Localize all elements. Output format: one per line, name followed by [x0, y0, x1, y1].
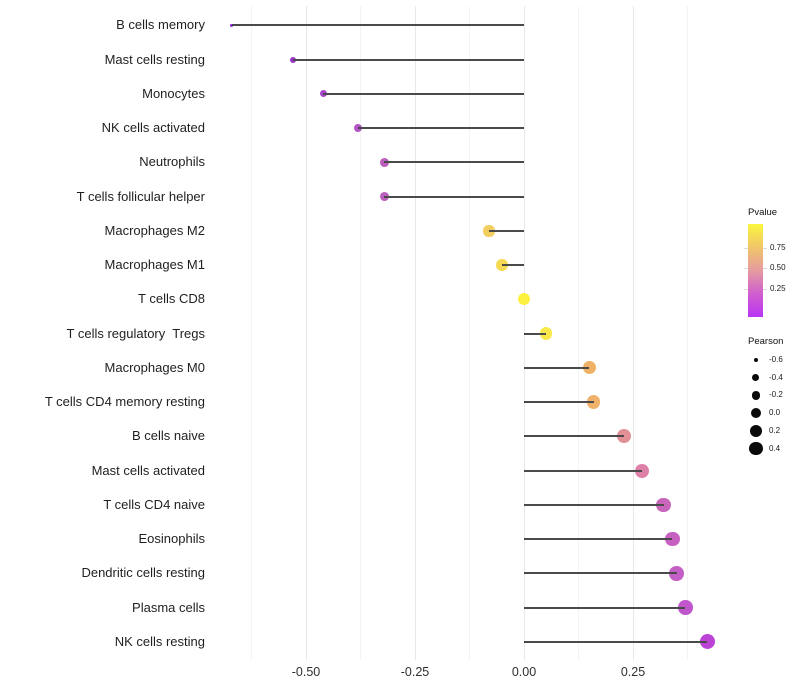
- lollipop-stem: [358, 127, 524, 130]
- pvalue-tick-mark: [744, 247, 748, 249]
- lollipop-stem: [524, 606, 686, 609]
- lollipop-stem: [489, 229, 524, 232]
- lollipop-stem: [502, 264, 524, 267]
- gridline-minor: [687, 6, 688, 660]
- gridline-major: [632, 6, 634, 660]
- lollipop-dot: [354, 124, 363, 133]
- pvalue-tick-mark: [763, 268, 767, 270]
- pvalue-tick-mark: [744, 268, 748, 270]
- pearson-legend-label: -0.4: [769, 372, 783, 382]
- pearson-legend-label: 0.4: [769, 443, 781, 453]
- gridline-minor: [251, 6, 252, 660]
- lollipop-stem: [231, 24, 524, 27]
- pvalue-tick-mark: [744, 289, 748, 290]
- pearson-legend-dot: [752, 374, 760, 382]
- category-label: NK cells resting: [114, 633, 205, 649]
- category-label: Mast cells activated: [91, 462, 205, 478]
- gridline-major: [305, 6, 307, 660]
- pvalue-tick-label: 0.50: [770, 263, 786, 273]
- x-tick-label: -0.25: [400, 665, 430, 679]
- lollipop-stem: [323, 92, 524, 95]
- pvalue-tick-mark: [763, 247, 767, 249]
- lollipop-stem: [524, 503, 664, 506]
- category-label: Eosinophils: [138, 531, 206, 547]
- pearson-legend-title: Pearson: [748, 336, 784, 347]
- category-label: T cells CD8: [138, 291, 205, 307]
- lollipop-dot: [664, 531, 680, 547]
- lollipop-dot: [517, 293, 530, 306]
- category-label: Macrophages M0: [104, 359, 205, 375]
- category-label: Mast cells resting: [104, 51, 205, 67]
- category-label: NK cells activated: [101, 120, 205, 136]
- lollipop-stem: [524, 640, 708, 643]
- x-tick-label: 0.25: [620, 665, 646, 679]
- category-label: B cells memory: [116, 17, 205, 33]
- lollipop-dot: [380, 157, 389, 167]
- lollipop-dot: [587, 395, 601, 409]
- pearson-legend-dot: [749, 441, 763, 456]
- pearson-legend-label: -0.2: [769, 390, 783, 400]
- pvalue-colorbar: [748, 224, 763, 317]
- gridline-minor: [578, 6, 579, 660]
- pearson-legend-label: 0.0: [769, 408, 781, 418]
- lollipop-stem: [524, 332, 546, 335]
- pearson-legend-label: -0.6: [769, 355, 783, 364]
- category-label: Dendritic cells resting: [81, 565, 205, 581]
- category-label: Macrophages M2: [104, 222, 205, 238]
- lollipop-stem: [384, 161, 524, 164]
- category-label: T cells CD4 naive: [103, 496, 205, 512]
- lollipop-stem: [524, 469, 642, 472]
- pearson-legend-dot: [753, 357, 759, 363]
- lollipop-stem: [524, 572, 677, 575]
- pearson-legend-dot: [750, 407, 762, 419]
- lollipop-stem: [524, 366, 590, 369]
- x-tick-label: 0.00: [511, 665, 537, 679]
- gridline-major: [414, 6, 416, 660]
- x-tick-label: -0.50: [291, 665, 321, 679]
- pearson-legend-label: 0.2: [769, 425, 781, 435]
- lollipop-stem: [292, 58, 524, 61]
- category-label: Monocytes: [142, 85, 205, 101]
- pvalue-tick-label: 0.75: [770, 242, 786, 252]
- lollipop-stem: [524, 401, 594, 404]
- pvalue-tick-label: 0.25: [770, 284, 786, 293]
- category-label: T cells follicular helper: [76, 188, 205, 204]
- category-label: Neutrophils: [139, 154, 205, 170]
- lollipop-stem: [384, 195, 524, 198]
- gridline-minor: [360, 6, 361, 660]
- pvalue-legend-title: Pvalue: [748, 207, 778, 218]
- category-label: B cells naive: [132, 428, 205, 444]
- pearson-legend-dot: [751, 390, 761, 400]
- lollipop-dot: [483, 225, 495, 237]
- category-label: T cells regulatory Tregs: [66, 325, 205, 341]
- lollipop-stem: [524, 435, 625, 438]
- lollipop-dot: [380, 192, 389, 202]
- category-label: T cells CD4 memory resting: [44, 394, 205, 410]
- lollipop-stem: [524, 538, 673, 541]
- gridline-minor: [469, 6, 470, 660]
- category-label: Plasma cells: [132, 599, 205, 615]
- pearson-legend-dot: [750, 424, 762, 437]
- category-label: Macrophages M1: [104, 257, 205, 273]
- lollipop-dot: [617, 429, 632, 444]
- pvalue-tick-mark: [763, 289, 767, 290]
